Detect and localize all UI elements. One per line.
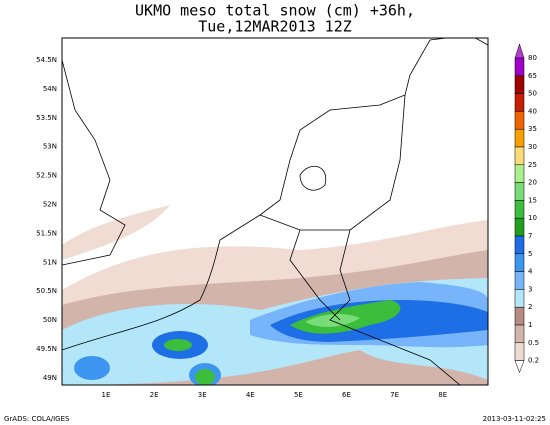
colorbar-box bbox=[514, 253, 525, 272]
coastline bbox=[219, 38, 488, 241]
snow-light bbox=[62, 205, 170, 260]
lat-label: 50.5N bbox=[36, 287, 57, 295]
footer-right: 2013-03-11-02:25 bbox=[483, 415, 546, 423]
lat-label: 51.5N bbox=[36, 229, 57, 237]
coastline bbox=[62, 239, 221, 351]
snow-10 bbox=[195, 369, 215, 385]
border bbox=[259, 214, 350, 321]
colorbar-cap bbox=[514, 360, 525, 374]
map-frame bbox=[61, 37, 489, 386]
border bbox=[329, 94, 461, 385]
colorbar-box bbox=[514, 111, 525, 130]
colorbar-box bbox=[514, 57, 525, 77]
colorbar-label: 65 bbox=[528, 72, 537, 80]
lat-label: 52N bbox=[43, 201, 57, 209]
colorbar-cap bbox=[514, 43, 525, 59]
lon-label: 6E bbox=[342, 391, 351, 399]
colorbar-label: 0.5 bbox=[528, 339, 539, 347]
colorbar-label: 30 bbox=[528, 143, 537, 151]
colorbar-label: 10 bbox=[528, 214, 537, 222]
colorbar-label: 80 bbox=[528, 54, 537, 62]
lat-label: 50N bbox=[43, 316, 57, 324]
colorbar-box bbox=[514, 128, 525, 148]
coastline bbox=[62, 59, 126, 266]
colorbar-box bbox=[514, 164, 525, 183]
lat-label: 54.5N bbox=[36, 56, 57, 64]
colorbar-label: 40 bbox=[528, 107, 537, 115]
colorbar-box bbox=[514, 235, 525, 255]
lat-label: 49N bbox=[43, 374, 57, 382]
snow-15 bbox=[305, 313, 360, 327]
colorbar-box bbox=[514, 75, 525, 94]
colorbar-label: 25 bbox=[528, 161, 537, 169]
colorbar-box bbox=[514, 93, 525, 112]
lake bbox=[299, 165, 327, 191]
colorbar-label: 7 bbox=[528, 232, 532, 240]
colorbar-label: 4 bbox=[528, 268, 533, 276]
colorbar-box bbox=[514, 271, 525, 290]
footer-left: GrADS: COLA/IGES bbox=[4, 415, 70, 423]
lat-label: 52.5N bbox=[36, 172, 57, 180]
lat-label: 53N bbox=[43, 143, 57, 151]
lon-label: 1E bbox=[102, 391, 111, 399]
colorbar-box bbox=[514, 217, 525, 237]
colorbar-label: 1 bbox=[528, 321, 532, 329]
colorbar-label: 5 bbox=[528, 250, 532, 258]
colorbar-label: 0.2 bbox=[528, 357, 539, 365]
lat-label: 49.5N bbox=[36, 345, 57, 353]
colorbar-label: 50 bbox=[528, 90, 537, 98]
colorbar-box bbox=[514, 146, 525, 166]
colorbar-box bbox=[514, 200, 525, 219]
colorbar-label: 20 bbox=[528, 179, 537, 187]
lon-label: 8E bbox=[438, 391, 447, 399]
snow-4 bbox=[74, 356, 110, 380]
lat-label: 54N bbox=[43, 85, 57, 93]
lon-label: 3E bbox=[198, 391, 207, 399]
lat-label: 51N bbox=[43, 258, 57, 266]
map bbox=[61, 37, 489, 386]
colorbar-label: 15 bbox=[528, 196, 537, 204]
colorbar-label: 2 bbox=[528, 303, 532, 311]
title-line1: UKMO meso total snow (cm) +36h, bbox=[135, 2, 415, 20]
colorbar-box bbox=[514, 342, 525, 361]
colorbar-box bbox=[514, 324, 525, 344]
colorbar: 80 65 50 40 35 30 25 20 15 10 7 5 4 3 2 1 0.5 0.2 bbox=[514, 43, 539, 374]
colorbar-box bbox=[514, 306, 525, 326]
colorbar-label: 3 bbox=[528, 285, 532, 293]
lat-label: 53.5N bbox=[36, 114, 57, 122]
lon-label: 7E bbox=[390, 391, 399, 399]
lon-label: 4E bbox=[246, 391, 255, 399]
snow-10 bbox=[164, 339, 192, 351]
lon-label: 5E bbox=[294, 391, 303, 399]
colorbar-box bbox=[514, 182, 525, 201]
colorbar-box bbox=[514, 289, 525, 308]
lon-label: 2E bbox=[150, 391, 159, 399]
colorbar-label: 35 bbox=[528, 125, 537, 133]
title-line2: Tue,12MAR2013 12Z bbox=[198, 18, 352, 36]
